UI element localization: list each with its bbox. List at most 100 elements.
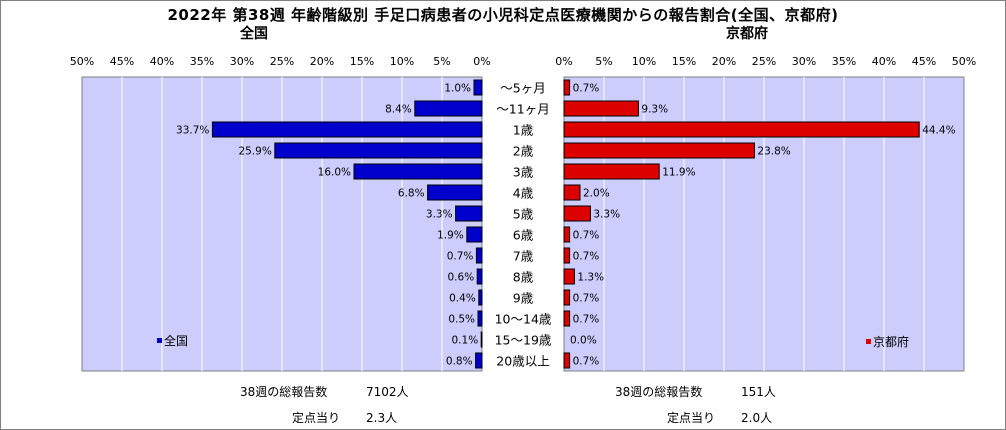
kyoto-tick-label: 10%: [632, 55, 656, 68]
kyoto-bar: [563, 100, 639, 117]
national-tick-label: 35%: [190, 55, 214, 68]
kyoto-data-label: 0.7%: [573, 230, 600, 242]
kyoto-per-value: 2.0人: [741, 411, 773, 425]
kyoto-data-label: 0.7%: [573, 251, 600, 263]
national-legend-swatch: [157, 338, 162, 343]
national-tick-label: 10%: [390, 55, 414, 68]
kyoto-tick-label: 15%: [672, 55, 696, 68]
age-category-label: ～5ヶ月: [500, 81, 545, 96]
kyoto-tick-label: 35%: [832, 55, 856, 68]
national-tick-label: 5%: [433, 55, 450, 68]
national-bar: [476, 268, 483, 285]
kyoto-per-label: 定点当り: [667, 411, 716, 425]
national-tick-label: 50%: [70, 55, 94, 68]
kyoto-data-label: 23.8%: [757, 146, 790, 158]
national-bar: [477, 310, 483, 327]
kyoto-data-label: 11.9%: [662, 167, 695, 179]
kyoto-tick-label: 25%: [752, 55, 776, 68]
national-data-label: 1.9%: [437, 230, 464, 242]
kyoto-data-label: 2.0%: [583, 188, 610, 200]
kyoto-data-label: 9.3%: [641, 104, 668, 116]
kyoto-bar: [563, 226, 571, 243]
kyoto-bar: [563, 268, 575, 285]
chart-title: 2022年 第38週 年齢階級別 手足口病患者の小児科定点医療機関からの報告割合…: [167, 6, 839, 24]
kyoto-bar: [563, 142, 755, 159]
national-tick-label: 15%: [350, 55, 374, 68]
national-data-label: 0.6%: [448, 272, 475, 284]
kyoto-tick-label: 20%: [712, 55, 736, 68]
age-category-label: 2歳: [513, 144, 534, 159]
kyoto-data-label: 0.0%: [570, 335, 597, 347]
national-data-label: 0.1%: [452, 335, 479, 347]
national-bar: [455, 205, 483, 222]
national-bar: [274, 142, 483, 159]
age-category-label: 20歳以上: [496, 354, 549, 369]
national-data-label: 0.7%: [447, 251, 474, 263]
kyoto-bar: [563, 247, 571, 264]
age-category-label: 8歳: [513, 270, 534, 285]
national-bar: [414, 100, 483, 117]
national-bar: [427, 184, 483, 201]
kyoto-bar: [563, 205, 591, 222]
kyoto-data-label: 0.7%: [573, 293, 600, 305]
national-data-label: 6.8%: [398, 188, 425, 200]
national-bar: [480, 331, 483, 348]
national-per-label: 定点当り: [292, 411, 341, 425]
kyoto-total-value: 151人: [741, 385, 776, 399]
kyoto-data-label: 3.3%: [593, 209, 620, 221]
national-bar: [473, 79, 483, 96]
national-tick-label: 20%: [310, 55, 334, 68]
kyoto-bar: [563, 352, 571, 369]
national-data-label: 0.5%: [448, 314, 475, 326]
national-data-label: 8.4%: [385, 104, 412, 116]
national-tick-label: 0%: [473, 55, 490, 68]
age-category-label: 7歳: [513, 249, 534, 264]
age-category-label: 5歳: [513, 207, 534, 222]
national-total-label: 38週の総報告数: [240, 385, 328, 399]
kyoto-data-label: 0.7%: [573, 314, 600, 326]
national-legend-label: 全国: [164, 333, 188, 348]
kyoto-panel-title: 京都府: [726, 26, 768, 42]
national-bar: [475, 352, 483, 369]
national-bar: [353, 163, 483, 180]
national-bar: [478, 289, 483, 306]
kyoto-tick-label: 5%: [595, 55, 612, 68]
kyoto-tick-label: 30%: [792, 55, 816, 68]
kyoto-bar: [563, 289, 571, 306]
national-data-label: 3.3%: [426, 209, 453, 221]
kyoto-tick-label: 45%: [912, 55, 936, 68]
kyoto-bar: [563, 184, 581, 201]
age-category-label: 6歳: [513, 228, 534, 243]
kyoto-data-label: 0.7%: [573, 83, 600, 95]
kyoto-legend-label: 京都府: [873, 334, 909, 349]
age-category-label: 3歳: [513, 165, 534, 180]
kyoto-legend-swatch: [866, 339, 871, 344]
kyoto-bar: [563, 121, 920, 138]
national-bar: [466, 226, 483, 243]
age-category-label: ～11ヶ月: [496, 102, 549, 117]
national-per-value: 2.3人: [366, 411, 398, 425]
national-tick-label: 45%: [110, 55, 134, 68]
national-data-label: 0.8%: [446, 356, 473, 368]
kyoto-data-label: 44.4%: [922, 125, 955, 137]
kyoto-data-label: 1.3%: [577, 272, 604, 284]
national-bar: [475, 247, 483, 264]
national-tick-label: 30%: [230, 55, 254, 68]
kyoto-total-label: 38週の総報告数: [615, 385, 703, 399]
national-panel-title: 全国: [240, 26, 268, 42]
kyoto-bar: [563, 163, 660, 180]
national-data-label: 0.4%: [449, 293, 476, 305]
age-category-label: 9歳: [513, 291, 534, 306]
national-data-label: 33.7%: [176, 125, 209, 137]
kyoto-tick-label: 0%: [555, 55, 572, 68]
kyoto-bar: [563, 79, 571, 96]
national-data-label: 16.0%: [318, 167, 351, 179]
age-category-label: 1歳: [513, 123, 534, 138]
age-category-label: 15～19歳: [495, 333, 552, 348]
national-total-value: 7102人: [366, 385, 409, 399]
national-data-label: 25.9%: [238, 146, 271, 158]
kyoto-data-label: 0.7%: [573, 356, 600, 368]
kyoto-bar: [563, 310, 571, 327]
national-bar: [211, 121, 483, 138]
